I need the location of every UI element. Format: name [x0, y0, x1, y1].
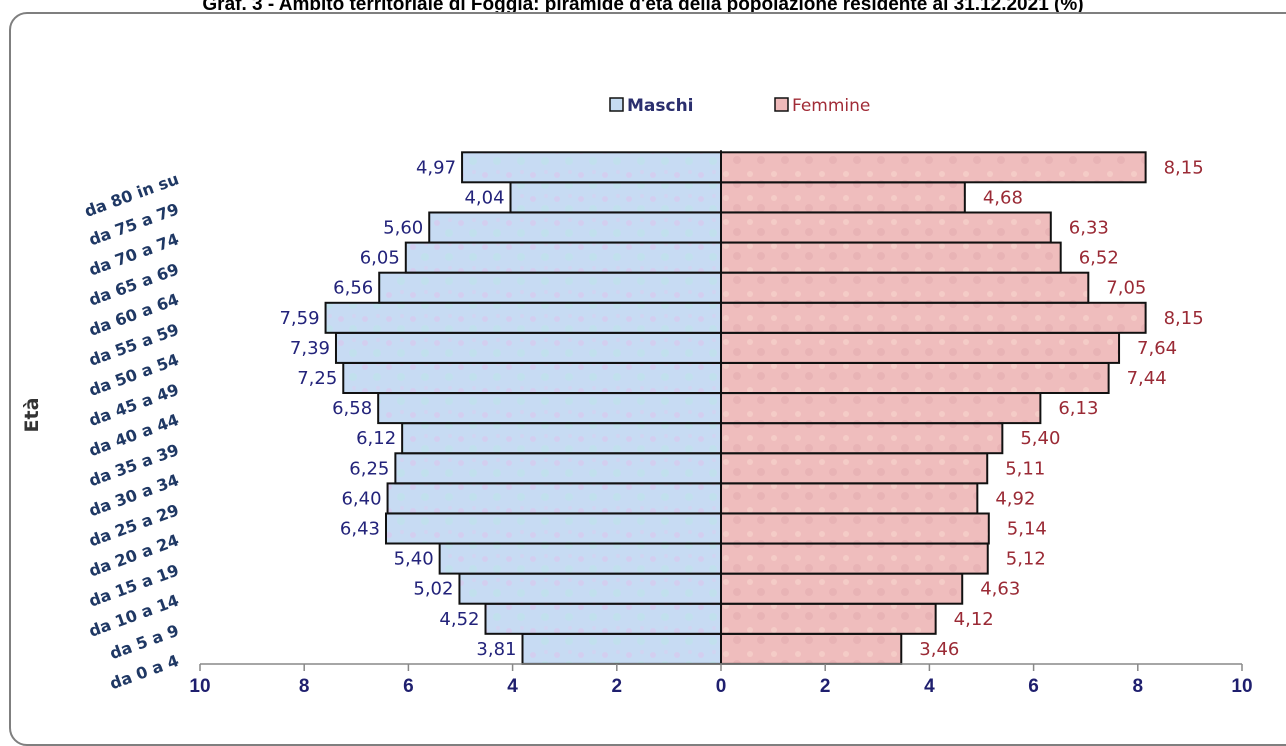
bar-femmine-14 [720, 211, 1052, 244]
data-label-femmine-2: 4,63 [980, 579, 1020, 600]
bar-femmine-6 [720, 452, 989, 485]
bar-femmine-7 [720, 422, 1004, 455]
bar-maschi-14 [428, 211, 722, 244]
x-tick-label-4: 2 [612, 676, 623, 697]
bar-femmine-3 [720, 542, 989, 575]
bar-maschi-0 [521, 632, 723, 665]
bar-femmine-8 [720, 392, 1042, 425]
bar-maschi-9 [342, 362, 722, 394]
data-label-maschi-5: 6,40 [341, 488, 381, 509]
legend-swatch-femmine [774, 97, 789, 112]
data-label-femmine-11: 8,15 [1164, 308, 1204, 329]
chart-title: Graf. 3 - Ambito territoriale di Foggia:… [202, 0, 1084, 15]
x-tick-label-0: 10 [189, 676, 210, 697]
data-label-maschi-14: 5,60 [383, 218, 423, 239]
bar-maschi-6 [394, 452, 722, 485]
bar-maschi-10 [334, 331, 722, 364]
data-label-maschi-16: 4,97 [416, 157, 456, 178]
data-label-femmine-15: 4,68 [983, 187, 1023, 208]
bar-femmine-11 [720, 301, 1147, 334]
data-label-maschi-2: 5,02 [413, 579, 453, 600]
bar-femmine-12 [720, 271, 1090, 304]
legend-swatch-maschi [609, 97, 624, 112]
bar-femmine-2 [720, 572, 964, 605]
data-label-femmine-16: 8,15 [1164, 157, 1204, 178]
bar-femmine-4 [720, 512, 990, 545]
bar-maschi-5 [386, 482, 722, 515]
x-tick-label-3: 4 [507, 676, 518, 697]
x-tick-label-6: 2 [820, 676, 831, 697]
data-label-maschi-12: 6,56 [333, 278, 373, 299]
data-label-femmine-14: 6,33 [1069, 218, 1109, 239]
bar-maschi-11 [324, 301, 722, 334]
bar-femmine-16 [720, 151, 1147, 184]
data-label-maschi-0: 3,81 [476, 639, 516, 660]
data-label-femmine-12: 7,05 [1106, 278, 1146, 299]
data-label-femmine-1: 4,12 [954, 609, 994, 630]
data-label-maschi-6: 6,25 [349, 458, 389, 479]
data-label-maschi-3: 5,40 [394, 549, 434, 570]
bar-maschi-15 [509, 181, 722, 214]
bar-maschi-12 [378, 271, 722, 304]
data-label-femmine-13: 6,52 [1079, 248, 1119, 269]
bar-maschi-8 [377, 392, 722, 425]
data-label-femmine-3: 5,12 [1006, 549, 1046, 570]
x-tick-label-8: 6 [1028, 676, 1039, 697]
x-tick-label-9: 8 [1133, 676, 1144, 697]
y-axis-label: Età [21, 398, 43, 433]
bar-maschi-16 [461, 151, 722, 184]
data-label-maschi-11: 7,59 [279, 308, 319, 329]
data-label-maschi-4: 6,43 [340, 519, 380, 540]
bar-femmine-5 [720, 482, 979, 515]
data-label-femmine-8: 6,13 [1058, 398, 1098, 419]
x-tick-label-1: 8 [299, 676, 310, 697]
data-label-maschi-1: 4,52 [439, 609, 479, 630]
data-label-femmine-0: 3,46 [919, 639, 959, 660]
x-tick-label-5: 0 [716, 676, 727, 697]
bar-femmine-1 [720, 602, 937, 635]
bar-maschi-3 [438, 542, 722, 575]
bar-maschi-13 [404, 241, 722, 274]
bar-maschi-4 [384, 512, 722, 545]
data-label-femmine-10: 7,64 [1137, 338, 1177, 359]
bar-femmine-15 [720, 181, 966, 214]
data-label-maschi-9: 7,25 [297, 368, 337, 389]
x-tick-label-2: 6 [403, 676, 414, 697]
legend-label-femmine: Femmine [792, 96, 870, 116]
data-label-femmine-4: 5,14 [1007, 519, 1047, 540]
bar-femmine-10 [720, 331, 1121, 364]
x-tick-label-7: 4 [924, 676, 935, 697]
data-label-maschi-13: 6,05 [360, 248, 400, 269]
data-label-femmine-9: 7,44 [1127, 368, 1167, 389]
bar-femmine-9 [720, 362, 1110, 394]
data-label-femmine-5: 4,92 [995, 488, 1035, 509]
data-label-maschi-8: 6,58 [332, 398, 372, 419]
data-label-maschi-7: 6,12 [356, 428, 396, 449]
x-tick-label-10: 10 [1231, 676, 1252, 697]
bar-maschi-1 [484, 602, 722, 635]
population-pyramid-chart: Maschi Femmine 3,81 3,46 4,52 4,12 5,02 4,63 5,… [21, 96, 1253, 697]
bar-maschi-2 [458, 572, 722, 605]
bar-maschi-7 [401, 422, 722, 455]
data-label-femmine-7: 5,40 [1020, 428, 1060, 449]
data-label-femmine-6: 5,11 [1005, 458, 1045, 479]
data-label-maschi-15: 4,04 [464, 187, 504, 208]
data-label-maschi-10: 7,39 [290, 338, 330, 359]
bar-femmine-13 [720, 241, 1062, 274]
bar-femmine-0 [720, 632, 903, 665]
legend-label-maschi: Maschi [627, 96, 694, 116]
